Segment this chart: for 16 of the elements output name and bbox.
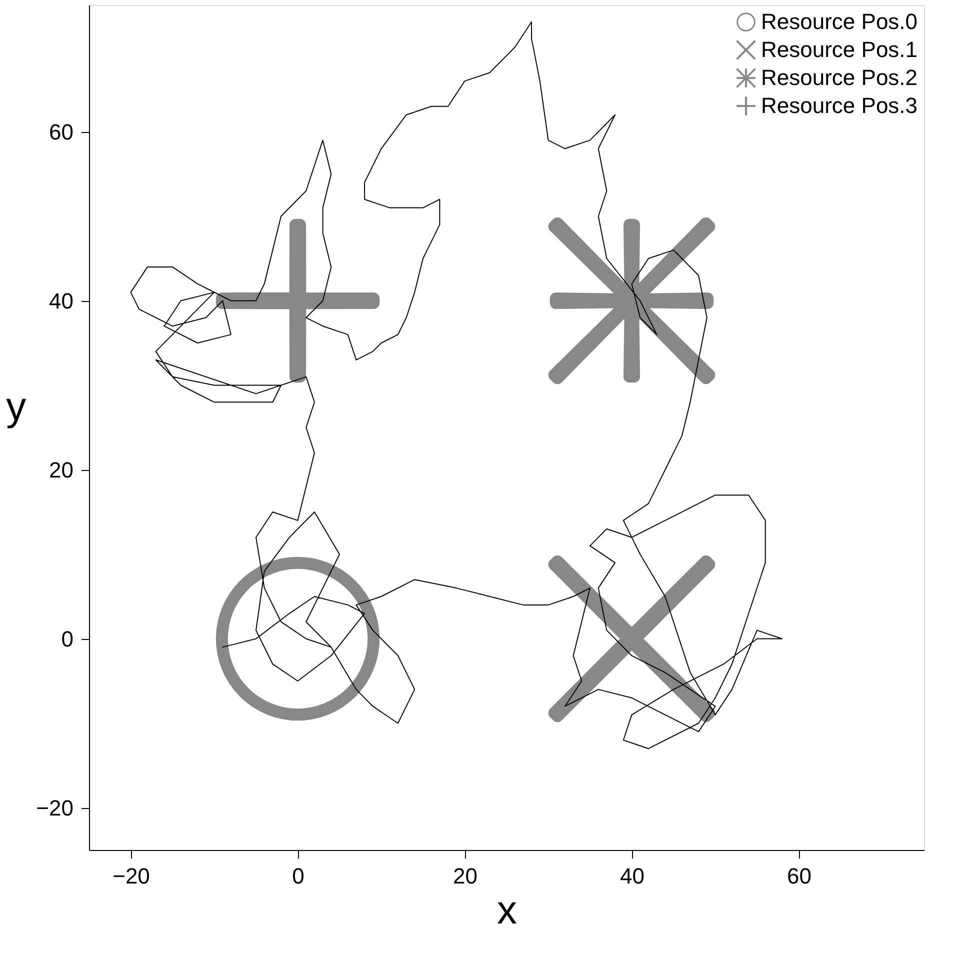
- legend-label: Resource Pos.0: [761, 9, 918, 34]
- y-tick-label: 0: [61, 626, 74, 652]
- y-tick-label: 40: [49, 288, 74, 314]
- y-tick-label: 60: [49, 119, 74, 144]
- legend-label: Resource Pos.1: [761, 37, 918, 62]
- y-axis-title: y: [6, 385, 26, 429]
- x-tick-label: 60: [787, 864, 812, 888]
- y-tick-label: 20: [49, 457, 74, 482]
- y-tick-label: −20: [36, 795, 74, 820]
- x-tick-label: 40: [620, 864, 644, 888]
- x-axis-title: x: [497, 888, 517, 932]
- legend-label: Resource Pos.2: [761, 65, 918, 90]
- x-tick-label: 0: [292, 864, 304, 888]
- x-tick-label: 20: [453, 864, 478, 888]
- legend-label: Resource Pos.3: [761, 93, 918, 118]
- x-tick-label: −20: [112, 864, 150, 888]
